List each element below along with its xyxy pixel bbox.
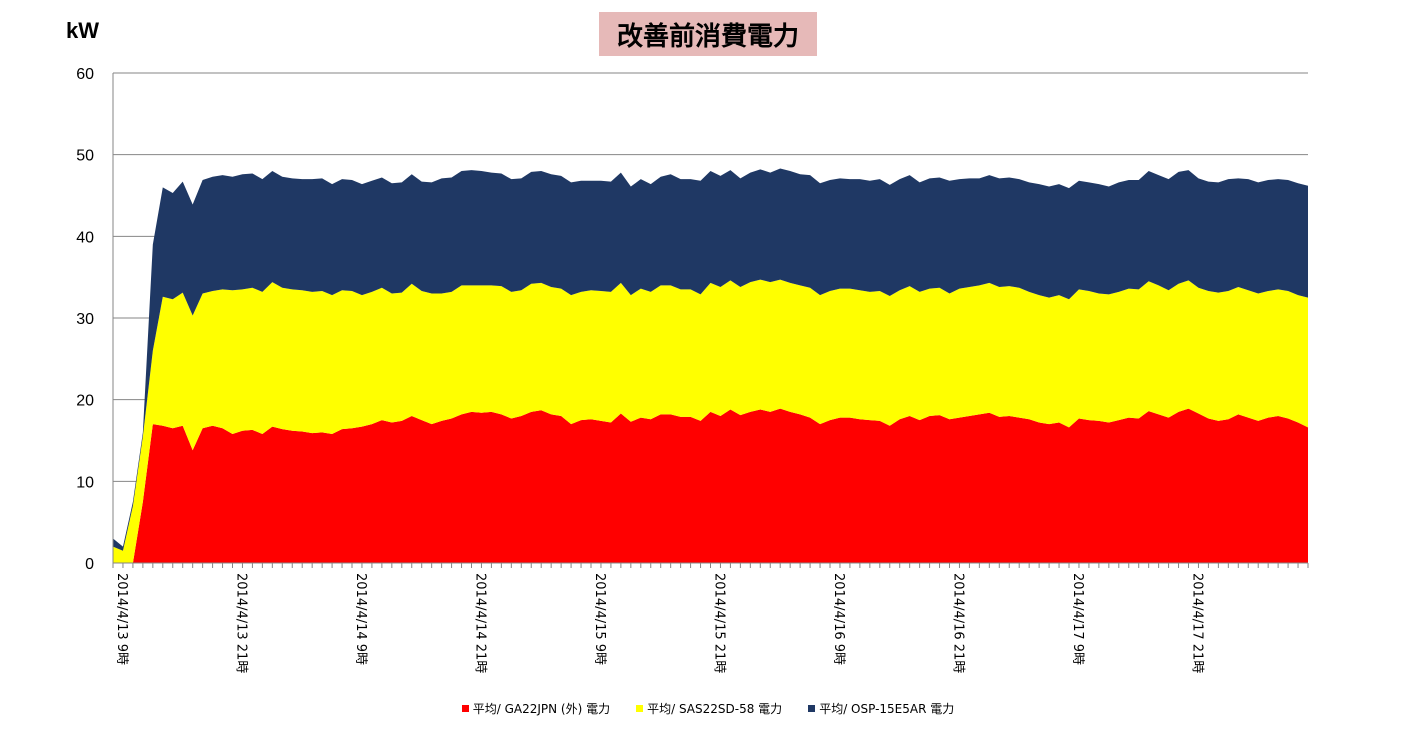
y-tick-label: 40 xyxy=(76,229,94,246)
x-tick-label: 2014/4/13 9時 xyxy=(114,573,129,665)
legend-swatch xyxy=(808,705,816,712)
y-tick-label: 30 xyxy=(76,311,94,328)
y-tick-label: 50 xyxy=(76,148,94,165)
x-tick-label: 2014/4/17 21時 xyxy=(1190,573,1205,673)
x-tick-label: 2014/4/14 21時 xyxy=(473,573,488,673)
y-tick-label: 10 xyxy=(76,474,94,491)
series-area-2 xyxy=(113,279,1308,563)
y-tick-label: 0 xyxy=(85,556,94,573)
legend-label: 平均/ OSP-15E5AR 電力 xyxy=(819,702,955,716)
chart-legend: 平均/ GA22JPN (外) 電力 平均/ SAS22SD-58 電力 平均/ O… xyxy=(0,700,1416,717)
x-tick-label: 2014/4/16 9時 xyxy=(831,573,846,665)
legend-item: 平均/ SAS22SD-58 電力 xyxy=(636,700,782,717)
series-area-3 xyxy=(113,168,1308,551)
series-area-1 xyxy=(113,408,1308,563)
x-tick-label: 2014/4/13 21時 xyxy=(234,573,249,673)
x-tick-label: 2014/4/15 9時 xyxy=(592,573,607,665)
legend-label: 平均/ GA22JPN (外) 電力 xyxy=(472,702,611,716)
x-tick-label: 2014/4/16 21時 xyxy=(951,573,966,673)
y-tick-label: 20 xyxy=(76,393,94,410)
legend-swatch xyxy=(636,705,644,712)
x-tick-label: 2014/4/15 21時 xyxy=(712,573,727,673)
legend-label: 平均/ SAS22SD-58 電力 xyxy=(647,702,783,716)
y-axis-unit-label: kW xyxy=(66,18,99,43)
legend-swatch xyxy=(461,705,469,712)
chart-title: 改善前消費電力 xyxy=(599,12,817,56)
legend-item: 平均/ GA22JPN (外) 電力 xyxy=(461,700,611,717)
x-tick-label: 2014/4/17 9時 xyxy=(1070,573,1085,665)
legend-item: 平均/ OSP-15E5AR 電力 xyxy=(808,700,954,717)
x-tick-label: 2014/4/14 9時 xyxy=(353,573,368,665)
y-tick-label: 60 xyxy=(76,66,94,83)
